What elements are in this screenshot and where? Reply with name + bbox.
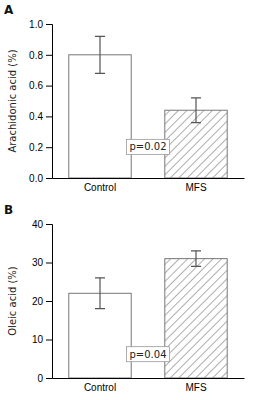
tick-label: 0	[37, 373, 43, 384]
chart: 0.0 0.2 0.4 0.6 0.8 1.0 Control MFS p=0.02 Arachi…	[0, 0, 254, 400]
tick-label: MFS	[185, 382, 206, 393]
tick: 0	[37, 373, 52, 384]
error-bar	[191, 251, 201, 266]
tick-mark	[46, 340, 52, 341]
tick-mark	[46, 24, 52, 25]
annotation: p=0.02	[127, 139, 170, 154]
tick-label: 10	[32, 334, 44, 345]
tick: 1.0	[29, 19, 52, 30]
axis-line	[53, 178, 245, 179]
tick-label: 1.0	[29, 19, 43, 30]
tick-label: Control	[84, 182, 116, 193]
error-bar	[191, 98, 201, 123]
tick: MFS	[185, 182, 206, 193]
x-axis: Control MFS	[53, 179, 245, 194]
panel-label: B	[4, 203, 13, 217]
tick: 0.2	[29, 142, 52, 153]
tick-mark	[46, 147, 52, 148]
tick-label: 40	[32, 219, 44, 230]
tick-mark	[46, 116, 52, 117]
plot-area: 0 10 20 30 40 Control MFS p=0.04	[32, 219, 245, 393]
tick: 0.6	[29, 80, 52, 91]
panel: 0.0 0.2 0.4 0.6 0.8 1.0 Control MFS p=0.02 Arachi…	[4, 3, 245, 193]
y-axis: 0.0 0.2 0.4 0.6 0.8 1.0	[29, 19, 52, 184]
tick-label: 30	[32, 257, 44, 268]
panel-label: A	[4, 3, 14, 17]
tick: 0.0	[29, 173, 52, 184]
marks	[69, 251, 227, 378]
y-axis: 0 10 20 30 40	[32, 219, 53, 384]
axis-line	[46, 225, 53, 379]
tick-mark	[46, 224, 52, 225]
tick: Control	[84, 182, 116, 193]
error-bar	[95, 36, 105, 73]
annotation: p=0.04	[127, 347, 170, 362]
tick: 30	[32, 257, 52, 268]
x-axis: Control MFS	[53, 379, 245, 394]
tick-mark	[46, 55, 52, 56]
tick: 0.8	[29, 50, 52, 61]
error-bar	[95, 278, 105, 309]
tick-label: 0.4	[29, 111, 43, 122]
tick: MFS	[185, 382, 206, 393]
annotation-box	[127, 347, 170, 362]
marks	[69, 36, 227, 178]
y-axis-label: Oleic acid (%)	[7, 266, 18, 336]
tick-label: Control	[84, 382, 116, 393]
tick: 0.4	[29, 111, 52, 122]
annotation-text: p=0.04	[130, 349, 167, 360]
tick: 20	[32, 296, 52, 307]
tick-label: 0.8	[29, 50, 43, 61]
tick-label: 20	[32, 296, 44, 307]
tick-label: 0.2	[29, 142, 43, 153]
tick-mark	[46, 178, 52, 179]
tick-mark	[46, 378, 52, 379]
annotation-text: p=0.02	[130, 141, 167, 152]
tick-label: MFS	[185, 182, 206, 193]
tick-mark	[46, 86, 52, 87]
panel: 0 10 20 30 40 Control MFS p=0.04 Oleic acid (%) B	[4, 203, 245, 393]
plot-area: 0.0 0.2 0.4 0.6 0.8 1.0 Control MFS p=0.02	[29, 19, 244, 193]
bar	[165, 259, 227, 378]
tick-mark	[46, 301, 52, 302]
tick: Control	[84, 382, 116, 393]
axis-line	[46, 25, 53, 179]
tick-label: 0.0	[29, 173, 43, 184]
axis-line	[53, 378, 245, 379]
tick: 40	[32, 219, 52, 230]
annotation-box	[127, 139, 170, 154]
tick: 10	[32, 334, 52, 345]
tick-label: 0.6	[29, 80, 43, 91]
tick-mark	[46, 263, 52, 264]
y-axis-label: Arachidonic acid (%)	[7, 49, 18, 152]
